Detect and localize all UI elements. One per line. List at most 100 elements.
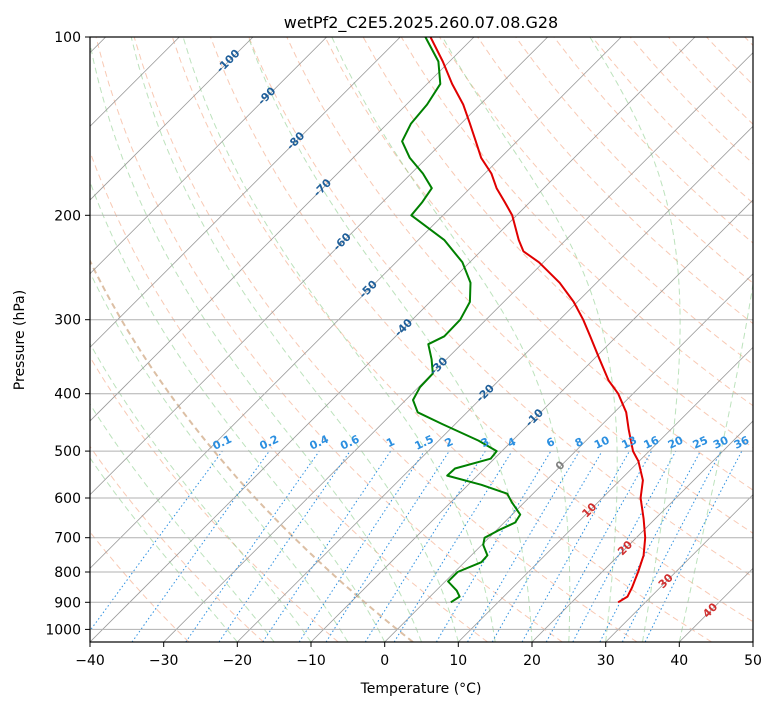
mixing-ratio-line [435, 450, 552, 642]
profile-lines [401, 37, 647, 604]
x-tick-label: −40 [75, 653, 105, 669]
isotherm-label: -10 [523, 406, 546, 429]
dry-adiabat [744, 37, 753, 47]
isotherm [163, 52, 753, 642]
moist-adiabat [678, 280, 753, 642]
isotherm [605, 494, 753, 642]
mixing-ratio-label: 36 [732, 433, 752, 451]
isotherm [752, 641, 753, 642]
moist-adiabat [90, 271, 349, 642]
dry-adiabat [515, 37, 753, 284]
dry-adiabat [286, 37, 753, 534]
mixing-ratio-label: 0.4 [308, 432, 331, 452]
y-tick-label: 700 [54, 531, 81, 547]
moist-adiabat [90, 403, 275, 642]
moist-adiabat [331, 37, 571, 642]
x-tick-label: 30 [597, 653, 615, 669]
x-axis-label: Temperature (°C) [360, 681, 482, 697]
y-tick-label: 900 [54, 595, 81, 611]
mixing-ratio-label: 0.2 [258, 433, 281, 453]
dry-adiabat [248, 37, 753, 578]
moist-adiabat [247, 37, 533, 642]
mixing-ratio-line [131, 450, 270, 642]
dry-adiabat [90, 258, 414, 642]
mixing-ratio-line [393, 450, 513, 642]
isotherm-label: -50 [357, 277, 380, 300]
isotherm-label: -20 [474, 381, 497, 404]
y-tick-label: 800 [54, 565, 81, 581]
dry-adiabat [133, 37, 638, 642]
moist-adiabat [182, 37, 496, 642]
mixing-ratio-line [298, 450, 425, 642]
isotherm [679, 567, 753, 642]
dry-adiabat [90, 531, 190, 642]
mixing-ratio-label: 0.1 [211, 433, 234, 453]
dry-adiabat [668, 37, 753, 125]
moist-adiabat [90, 180, 386, 642]
mixing-ratio-label: 30 [711, 433, 731, 451]
y-tick-label: 400 [54, 387, 81, 403]
isotherm-label: 40 [700, 600, 720, 620]
y-tick-label: 600 [54, 491, 81, 507]
isotherm [90, 37, 401, 348]
dry-adiabat [553, 37, 753, 244]
x-tick-label: 20 [523, 653, 541, 669]
isotherm [237, 125, 753, 642]
mixing-ratio-line [572, 450, 677, 642]
mixing-ratio-label: 0.6 [338, 432, 361, 452]
y-tick-label: 200 [54, 208, 81, 224]
mixing-ratio-label: 1 [384, 435, 396, 450]
mixing-ratio-line [218, 450, 351, 642]
isotherm [90, 37, 327, 275]
plot-frame [89, 36, 754, 643]
x-tick-label: −30 [149, 653, 179, 669]
isotherm-label: -90 [255, 84, 278, 107]
dry-adiabat [90, 150, 488, 642]
isotherm [310, 199, 753, 642]
y-axis-label: Pressure (hPa) [12, 290, 28, 390]
isotherm-label: 30 [656, 571, 676, 591]
moist-adiabat [90, 342, 312, 642]
isotherm [384, 273, 753, 642]
moist-adiabat [90, 41, 422, 642]
x-tick-label: −10 [296, 653, 326, 669]
isotherm-label: -100 [214, 47, 243, 76]
dry-adiabat [95, 37, 563, 642]
mixing-ratio-label: 13 [620, 434, 639, 452]
isotherm [90, 37, 696, 642]
dewpoint-line [401, 37, 522, 604]
isotherm [90, 37, 475, 422]
isotherm-label: 20 [615, 538, 635, 558]
mixing-ratio-line [325, 450, 450, 642]
mixing-ratio-label: 2 [443, 435, 455, 450]
mixing-ratio-line [521, 450, 630, 642]
dry-adiabat [171, 37, 712, 642]
isotherm [531, 420, 753, 642]
isotherm-label: -60 [331, 230, 354, 253]
moist-adiabat [130, 37, 459, 642]
chart-title: wetPf2_C2E5.2025.260.07.08.G28 [284, 13, 558, 33]
y-tick-label: 100 [54, 30, 81, 46]
mixing-ratio-line [90, 450, 223, 632]
mixing-ratio-line [364, 450, 486, 642]
mixing-ratio-label: 25 [691, 434, 710, 452]
temperature-line [429, 37, 647, 604]
mixing-ratio-label: 10 [592, 433, 612, 451]
mixing-ratio-label: 20 [666, 433, 686, 451]
dry-adiabat [210, 37, 753, 623]
x-tick-label: 10 [449, 653, 467, 669]
mixing-ratio-label: 4 [506, 435, 519, 450]
moist-adiabat [589, 37, 681, 642]
y-axis: 100 200 300 400 500 600 700 800 900 1000 [45, 30, 90, 638]
mixing-ratio-line [185, 450, 320, 642]
moist-adiabat [90, 457, 238, 642]
dry-adiabat [90, 445, 264, 642]
x-tick-label: −20 [223, 653, 253, 669]
isotherm-label: 0 [553, 458, 568, 473]
isotherm-label: -80 [284, 129, 307, 152]
mixing-ratio-line [644, 450, 743, 642]
pressure-gridlines [90, 37, 753, 630]
isotherm [90, 37, 254, 201]
dry-adiabat [706, 37, 753, 86]
